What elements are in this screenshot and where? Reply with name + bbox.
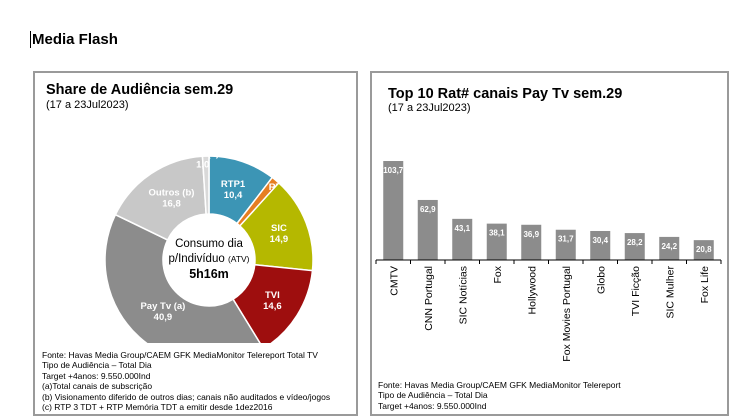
donut-slice-value: 10,4 (224, 190, 243, 201)
share-source-line: (a)Total canais de subscrição (42, 381, 153, 392)
bar-category-label: CNN Portugal (423, 266, 435, 331)
bar-category-label: Fox Movies Portugal (561, 266, 573, 362)
bar-category-label: SIC Mulher (664, 265, 676, 318)
share-source-notes: Fonte: Havas Media Group/CAEM GFK MediaM… (42, 350, 330, 412)
donut-slice-label: Outros (b) (149, 188, 195, 199)
bar-category-label: CMTV (388, 266, 400, 296)
bar (521, 224, 542, 260)
donut-slice-value: 16,8 (162, 199, 181, 210)
top10-chart-title: Top 10 Rat# canais Pay Tv sem.29 (388, 86, 623, 102)
donut-center (164, 215, 254, 305)
top10-bar-chart: 103,7 CMTV 62,9 CNN Portugal 43,1 SIC Notícia… (375, 161, 722, 362)
donut-slice-value: 14,9 (270, 234, 289, 245)
share-source-line: Target +4anos: 9.550.000Ind (42, 370, 151, 381)
bar (590, 230, 611, 260)
share-chart-title: Share de Audiência sem.29 (46, 82, 234, 98)
bar-value-label: 36,9 (523, 230, 539, 239)
bar-category-label: TVI Ficção (630, 266, 642, 316)
bar-category-label: SIC Notícias (457, 266, 469, 324)
bar-value-label: 103,7 (383, 166, 404, 175)
top10-source-line: Tipo de Audiência – Total Dia (378, 390, 488, 401)
donut-slice-pay-tv-a (104, 213, 261, 343)
bar (693, 240, 714, 260)
donut-center-line3: 5h16m (189, 267, 229, 281)
bar-value-label: 31,7 (558, 235, 574, 244)
share-source-line: Tipo de Audiência – Total Dia (42, 360, 152, 371)
bar (383, 161, 404, 260)
top10-chart-subtitle: (17 a 23Jul2023) (388, 102, 471, 114)
bar (486, 223, 507, 260)
donut-slice-label: Pay Tv (a) (140, 301, 185, 312)
share-source-line: Fonte: Havas Media Group/CAEM GFK MediaM… (42, 350, 318, 360)
bar (659, 236, 680, 260)
bar (555, 229, 576, 260)
bar-category-label: Fox (492, 265, 504, 283)
donut-slice-label: TDT (c) (186, 148, 219, 159)
donut-center-line2: p/Indivíduo (ATV) (168, 253, 249, 265)
bar-value-label: 20,8 (696, 245, 712, 254)
donut-slice-label: SIC (271, 223, 287, 234)
top10-source-line: Fonte: Havas Media Group/CAEM GFK MediaM… (378, 380, 621, 390)
bar-value-label: 28,2 (627, 238, 643, 247)
share-source-line: (c) RTP 3 TDT + RTP Memória TDT a emitir… (42, 402, 273, 413)
donut-slice-value: 14,6 (263, 301, 282, 312)
bar (417, 199, 438, 260)
bar-value-label: 43,1 (454, 224, 470, 233)
bar (452, 218, 473, 260)
page-title: Media Flash (30, 31, 118, 48)
top10-source-line: Target +4anos: 9.550.000Ind (378, 400, 487, 411)
donut-slice-tdt-c (201, 155, 210, 215)
bar-value-label: 30,4 (592, 236, 608, 245)
share-audience-panel: Share de Audiência sem.29 (17 a 23Jul202… (33, 71, 358, 416)
top10-paytv-panel: Top 10 Rat# canais Pay Tv sem.29 (17 a 2… (370, 71, 729, 416)
share-chart-subtitle: (17 a 23Jul2023) (46, 99, 129, 111)
bar (624, 233, 645, 260)
donut-center-line1: Consumo dia (175, 238, 243, 250)
bar-category-label: Hollywood (526, 266, 538, 315)
top10-source-notes: Fonte: Havas Media Group/CAEM GFK MediaM… (378, 380, 621, 411)
bar-value-label: 38,1 (489, 229, 505, 238)
donut-slice-value: 40,9 (154, 312, 173, 323)
bar-category-label: Globo (595, 266, 607, 294)
donut-slice-tvi (232, 263, 314, 343)
donut-slice-label: RTP1 (221, 179, 246, 190)
share-source-line: (b) Visionamento diferido de outros dias… (42, 391, 331, 402)
bar-value-label: 62,9 (420, 205, 436, 214)
donut-slice-label: TVI (265, 290, 280, 301)
bar-category-label: Fox Life (699, 266, 711, 304)
donut-slice-value: 1,0 (196, 159, 209, 170)
bar-value-label: 24,2 (661, 242, 677, 251)
